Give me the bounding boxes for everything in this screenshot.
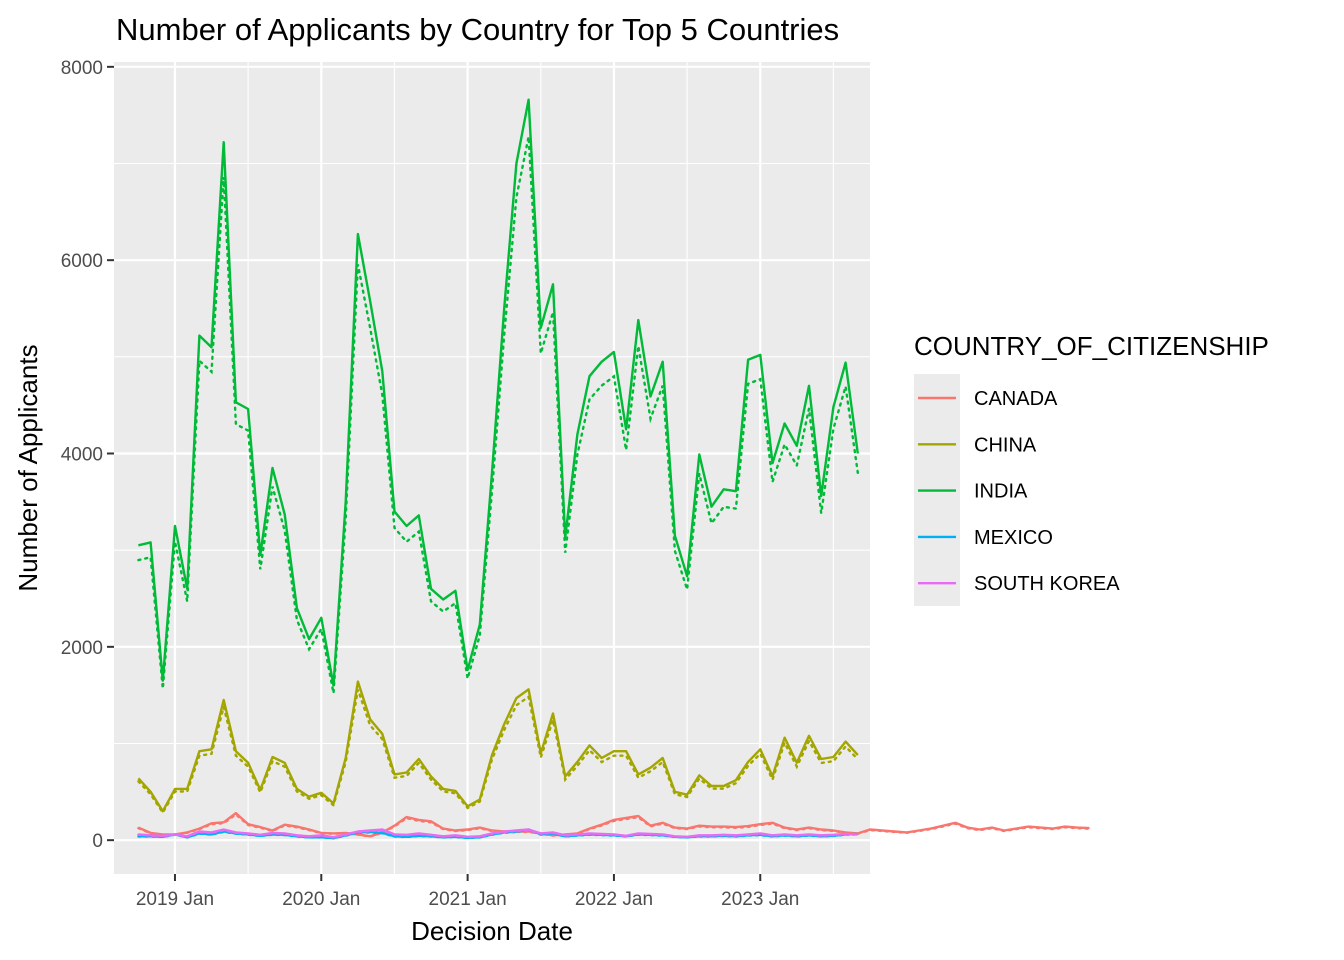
y-tick-label: 6000 (61, 251, 103, 272)
major-gridlines (114, 62, 870, 874)
y-tick-label: 2000 (61, 638, 103, 659)
series-line-china (137, 680, 859, 813)
series-line-india (138, 98, 859, 687)
legend-title: COUNTRY_OF_CITIZENSHIP (914, 331, 1269, 361)
legend-items: CANADA CHINA INDIA MEXICO SOUTH KOREA (918, 388, 1120, 595)
legend-label-south-korea: SOUTH KOREA (974, 573, 1120, 595)
x-axis-title: Decision Date (411, 916, 573, 946)
x-tick-label: 2019 Jan (136, 889, 214, 910)
x-axis: 2019 Jan 2020 Jan 2021 Jan 2022 Jan 2023 Jan (136, 874, 799, 910)
x-tick-label: 2020 Jan (282, 889, 360, 910)
y-axis-title: Number of Applicants (13, 344, 43, 591)
x-tick-label: 2021 Jan (429, 889, 507, 910)
series-layer (137, 98, 1091, 840)
legend: COUNTRY_OF_CITIZENSHIP CANADA CHINA INDIA M… (914, 331, 1269, 606)
y-tick-label: 0 (92, 831, 103, 852)
legend-label-india: INDIA (974, 481, 1028, 503)
x-tick-label: 2023 Jan (721, 889, 799, 910)
legend-label-canada: CANADA (974, 388, 1058, 410)
chart-title: Number of Applicants by Country for Top … (116, 12, 839, 47)
x-tick-label: 2022 Jan (575, 889, 653, 910)
series-line-canada (137, 811, 1090, 838)
y-tick-label: 8000 (61, 58, 103, 79)
series-line-south-korea (138, 828, 858, 839)
series-line-india-dotted (137, 136, 859, 694)
minor-gridlines (114, 62, 870, 874)
legend-label-china: CHINA (974, 434, 1037, 456)
y-axis: 0 2000 4000 6000 8000 (61, 58, 114, 852)
legend-label-mexico: MEXICO (974, 527, 1053, 549)
y-tick-label: 4000 (61, 445, 103, 466)
